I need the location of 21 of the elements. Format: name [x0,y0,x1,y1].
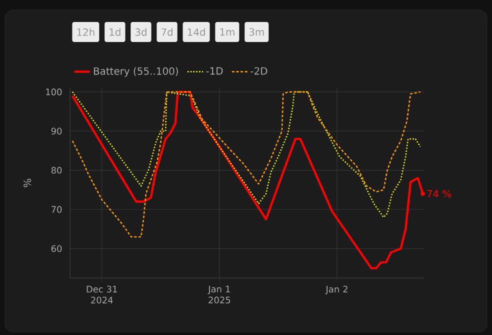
y-tick-label: 70 [52,206,62,213]
x-tick-label: Jan 1 2025 [208,286,230,304]
x-tick-label: Jan 2 [325,286,348,294]
y-axis-title: % [24,178,32,188]
x-tick-label: Dec 31 2024 [86,286,117,304]
legend-label: -1D [206,67,223,75]
y-tick-label: 90 [51,128,62,134]
text: 14d [188,28,205,36]
annotation: 74 % [427,190,452,198]
text: 12h [77,28,94,36]
text: 7d [162,28,172,36]
text: 1m [220,28,234,36]
legend-label: -2D [250,67,268,75]
legend-label: Battery (55..100) [94,67,178,77]
text: 3m [249,28,264,36]
y-tick-label: 60 [51,245,62,252]
y-tick-label: 80 [51,166,62,174]
y-tick-label: 100 [46,88,62,96]
text: 3d [135,28,146,36]
line-series [71,90,425,270]
text: 1d [110,28,120,36]
